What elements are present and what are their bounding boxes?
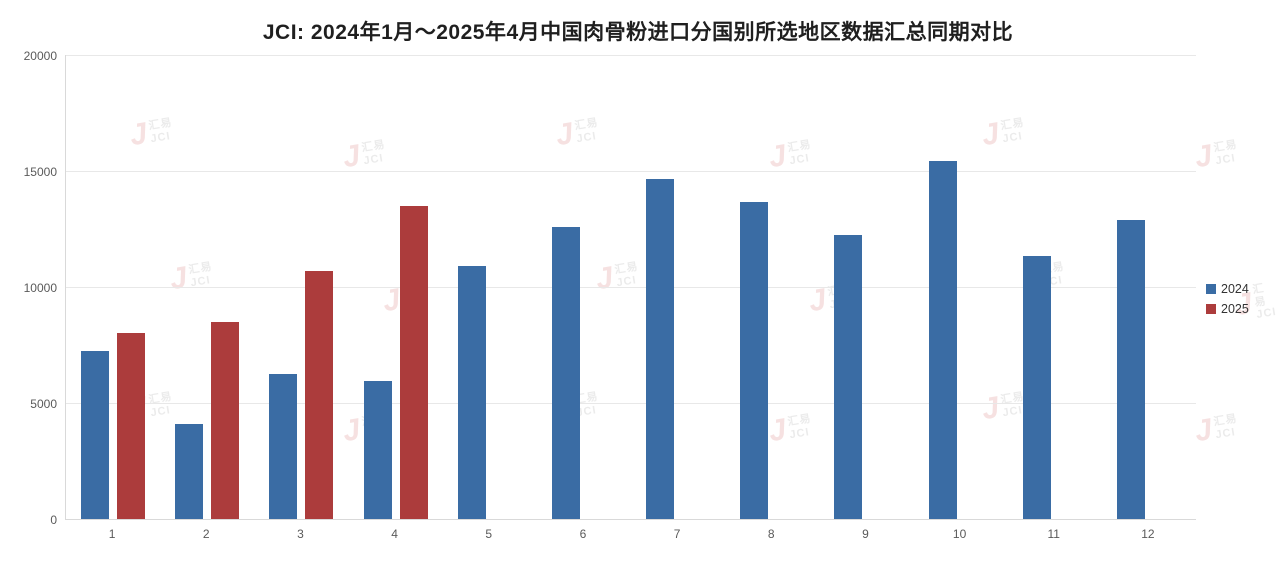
gridline xyxy=(66,287,1196,288)
watermark-j-glyph: J xyxy=(1192,139,1215,175)
x-axis-tick-label: 8 xyxy=(767,527,775,541)
plot-area xyxy=(65,55,1196,520)
legend-swatch-2025 xyxy=(1206,304,1216,314)
x-axis-tick-label: 12 xyxy=(1141,527,1155,541)
chart-title: JCI: 2024年1月～2025年4月中国肉骨粉进口分国别所选地区数据汇总同期… xyxy=(262,21,1014,44)
y-axis-tick-label: 10000 xyxy=(23,281,57,295)
bar-2025-month-2 xyxy=(211,321,240,519)
bar-2025-month-4 xyxy=(399,205,428,519)
watermark-j-glyph: J xyxy=(1192,413,1215,449)
gridline xyxy=(66,55,1196,56)
bar-2024-month-1 xyxy=(81,350,110,519)
bar-2024-month-9 xyxy=(834,234,863,519)
x-axis-tick-label: 4 xyxy=(391,527,398,541)
x-axis-tick-label: 3 xyxy=(297,527,304,541)
bar-2024-month-6 xyxy=(551,226,580,519)
legend-item-2025[interactable]: 2025 xyxy=(1206,302,1249,316)
x-axis-tick-label: 1 xyxy=(108,527,116,541)
bar-2024-month-10 xyxy=(928,160,957,519)
y-axis-tick-label: 5000 xyxy=(30,397,57,411)
gridline xyxy=(66,171,1196,172)
bar-2024-month-7 xyxy=(646,179,675,519)
bar-2024-month-4 xyxy=(363,380,392,519)
y-axis-tick-label: 15000 xyxy=(23,165,57,179)
bar-2024-month-12 xyxy=(1116,219,1145,519)
bar-2024-month-8 xyxy=(740,202,769,519)
legend-label-2024: 2024 xyxy=(1221,282,1249,296)
x-axis-tick-label: 2 xyxy=(202,527,210,541)
bar-2024-month-2 xyxy=(175,423,204,519)
bar-2024-month-11 xyxy=(1022,255,1051,519)
y-axis-tick-label: 0 xyxy=(50,513,57,527)
legend-swatch-2024 xyxy=(1206,284,1216,294)
x-axis-tick-label: 7 xyxy=(673,527,681,541)
x-axis-tick-label: 6 xyxy=(579,527,587,541)
x-axis-tick-label: 11 xyxy=(1047,527,1060,541)
x-axis-tick-label: 9 xyxy=(862,527,869,541)
x-axis-tick-label: 10 xyxy=(952,527,967,541)
bar-2025-month-3 xyxy=(305,270,334,519)
legend-item-2024[interactable]: 2024 xyxy=(1206,282,1249,296)
legend-label-2025: 2025 xyxy=(1221,302,1249,316)
y-axis-tick-label: 20000 xyxy=(23,49,57,63)
bar-2025-month-1 xyxy=(117,333,146,519)
x-axis-tick-label: 5 xyxy=(485,527,493,541)
bar-2024-month-5 xyxy=(457,266,486,519)
legend: 2024 2025 xyxy=(1206,282,1249,316)
gridline xyxy=(66,403,1196,404)
bar-2024-month-3 xyxy=(269,374,298,519)
